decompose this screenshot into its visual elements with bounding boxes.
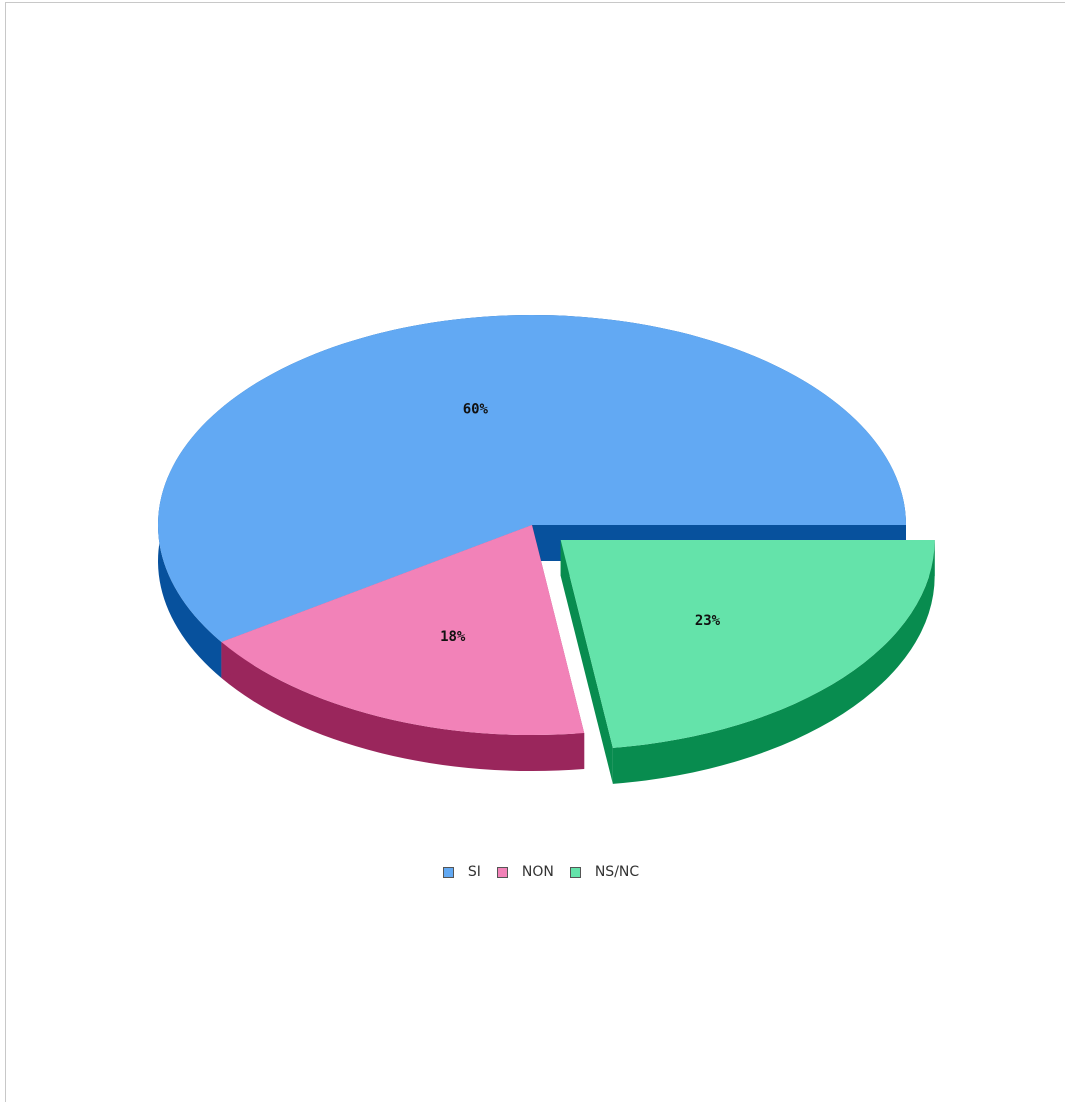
legend-label-non: NON bbox=[521, 864, 554, 880]
chart-frame bbox=[5, 2, 1065, 1102]
legend-item-si: SI bbox=[442, 864, 481, 880]
pie-side-non bbox=[221, 642, 585, 771]
pie-slice-non bbox=[221, 525, 585, 735]
legend-item-nsnc: NS/NC bbox=[569, 864, 640, 880]
legend-swatch-si bbox=[442, 866, 454, 878]
pie-slice-nsnc bbox=[560, 539, 935, 748]
legend-label-nsnc: NS/NC bbox=[594, 864, 640, 880]
slice-label-non: 18% bbox=[440, 629, 466, 645]
slice-label-nsnc: 23% bbox=[695, 613, 721, 629]
pie-tops bbox=[158, 314, 935, 748]
pie-wall-end-nsnc bbox=[560, 539, 613, 784]
pie-labels: 60% 18% 23% bbox=[440, 401, 721, 645]
legend: SI NON NS/NC bbox=[0, 864, 1065, 880]
pie-chart: 60% 18% 23% bbox=[157, 314, 935, 784]
legend-swatch-non bbox=[496, 866, 508, 878]
pie-slice-si bbox=[158, 314, 907, 643]
slice-label-si: 60% bbox=[463, 401, 489, 417]
legend-swatch-nsnc bbox=[569, 866, 581, 878]
pie-side-nsnc bbox=[612, 539, 935, 784]
legend-label-si: SI bbox=[467, 864, 481, 880]
legend-item-non: NON bbox=[496, 864, 554, 880]
